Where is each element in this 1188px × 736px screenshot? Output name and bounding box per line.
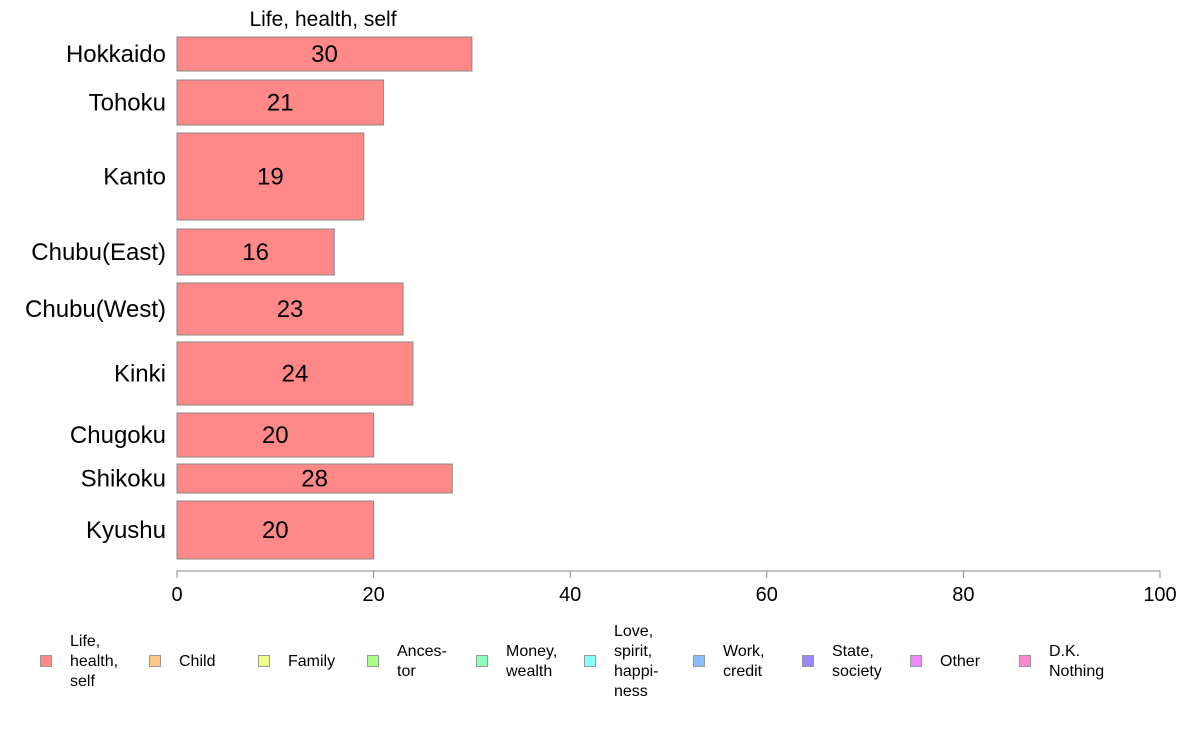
legend-swatch [693, 655, 705, 667]
category-label: Kanto [103, 164, 166, 191]
legend-label: Child [179, 653, 216, 670]
category-label: Hokkaido [66, 41, 166, 68]
bar-chubu-west [176, 282, 404, 336]
data-label: 20 [262, 422, 289, 449]
legend-label: State, society [832, 643, 882, 680]
data-label: 19 [257, 164, 284, 191]
bar-kinki [176, 341, 414, 406]
bar-kyushu [176, 500, 375, 560]
legend-swatch [802, 655, 814, 667]
x-tick-label: 0 [171, 584, 182, 606]
category-label: Shikoku [81, 466, 166, 493]
legend-label: Life, health, self [70, 633, 119, 690]
category-label: Kyushu [86, 517, 166, 544]
chart-title: Life, health, self [249, 8, 396, 31]
category-label: Kinki [114, 361, 166, 388]
data-label: 28 [301, 466, 328, 493]
legend-label: Work, credit [723, 643, 765, 680]
x-axis: 0 20 40 60 80 100 [171, 570, 1177, 606]
data-label: 30 [311, 41, 338, 68]
legend-swatch [149, 655, 161, 667]
x-tick-label: 100 [1143, 584, 1176, 606]
legend-swatch [367, 655, 379, 667]
data-label: 23 [277, 296, 304, 323]
legend-swatch [40, 655, 52, 667]
legend-label: Money, wealth [506, 643, 558, 680]
bar-hokkaido [176, 36, 473, 72]
x-tick-label: 20 [362, 584, 384, 606]
x-tick-label: 80 [952, 584, 974, 606]
legend-label: D.K. Nothing [1049, 643, 1105, 680]
bar-tohoku [176, 79, 384, 126]
x-tick-label: 60 [756, 584, 778, 606]
category-label: Chubu(West) [25, 296, 166, 323]
category-label: Chugoku [70, 422, 166, 449]
bar-kanto [176, 132, 365, 221]
legend-swatch [1019, 655, 1031, 667]
legend-swatch [476, 655, 488, 667]
bar-chubu-east [176, 228, 335, 276]
legend-label: Ances- tor [397, 643, 447, 680]
legend-label: Other [940, 653, 981, 670]
bar-chart: Life, health, self 30 Hokkaido 21 Tohoku 19 K… [25, 8, 1177, 606]
data-label: 24 [282, 361, 309, 388]
legend: Life, health, self Child Family Ances- tor M… [0, 618, 1188, 728]
bar-shikoku [176, 463, 453, 494]
bars-group: 30 Hokkaido 21 Tohoku 19 Kanto 16 Chubu(East) 23… [25, 36, 473, 560]
legend-swatch [584, 655, 596, 667]
legend-label: Love, spirit, happi- ness [614, 623, 659, 700]
data-label: 16 [242, 239, 269, 266]
data-label: 20 [262, 517, 289, 544]
category-label: Chubu(East) [31, 239, 166, 266]
category-label: Tohoku [89, 90, 166, 117]
data-label: 21 [267, 90, 294, 117]
legend-swatch [910, 655, 922, 667]
x-tick-label: 40 [559, 584, 581, 606]
bar-chugoku [176, 412, 375, 458]
legend-label: Family [288, 653, 336, 670]
legend-swatch [258, 655, 270, 667]
